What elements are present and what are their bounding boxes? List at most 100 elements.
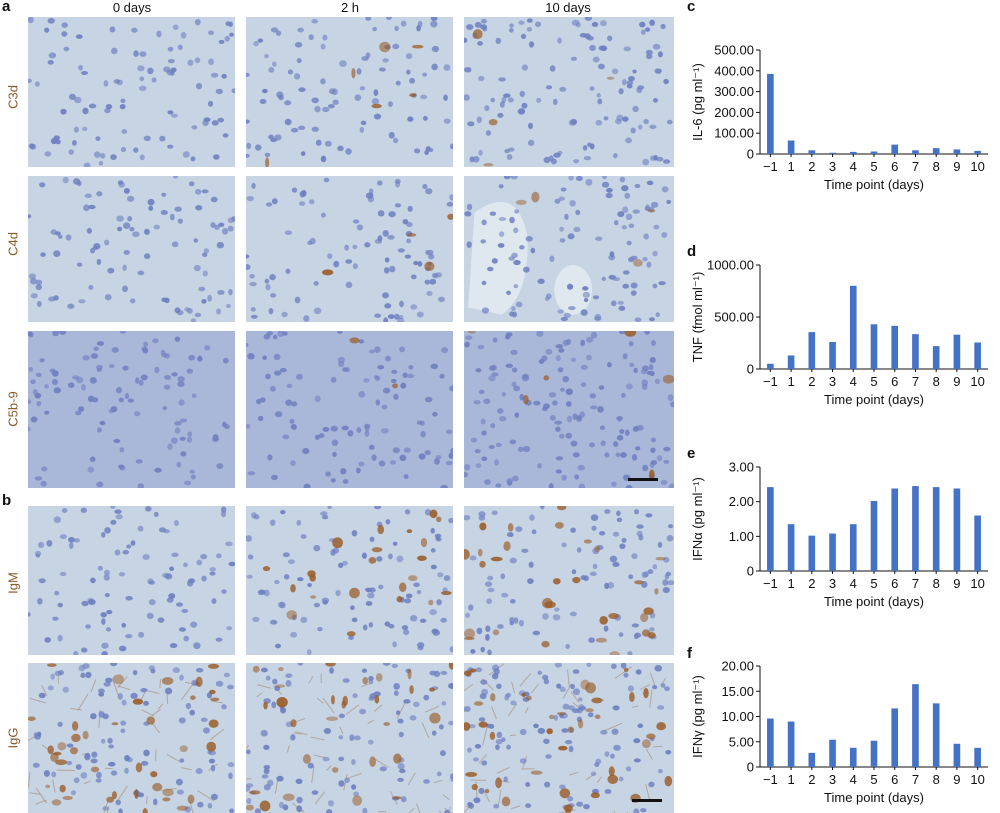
tissue-texture bbox=[464, 331, 674, 488]
x-tick-label: 3 bbox=[829, 772, 836, 787]
x-tick-label: −1 bbox=[763, 159, 778, 174]
y-tick-label: 1.00 bbox=[729, 529, 754, 544]
bar bbox=[953, 488, 961, 571]
x-tick-label: 4 bbox=[850, 576, 857, 591]
micrograph-igm-0-days bbox=[28, 506, 235, 655]
bar bbox=[912, 486, 919, 571]
x-tick-label: 6 bbox=[891, 576, 898, 591]
bar bbox=[974, 342, 981, 369]
micrograph-c3d-10-days bbox=[464, 17, 674, 167]
chart-ifna: 0 1.00 2.00 3.00 −1 1 2 3 4 5 6 7 8 9 10 Time point (da… bbox=[690, 460, 988, 609]
y-tick-label: 15.00 bbox=[721, 684, 754, 699]
panel-label-c: c bbox=[687, 0, 696, 15]
x-tick-label: 4 bbox=[850, 374, 857, 389]
x-tick-label: 5 bbox=[870, 159, 877, 174]
bar bbox=[932, 487, 940, 571]
x-tick-label: 7 bbox=[912, 374, 919, 389]
bar bbox=[974, 515, 981, 571]
y-axis-label: IFNγ (pg ml⁻¹) bbox=[690, 675, 705, 758]
bar bbox=[912, 334, 919, 369]
tissue-texture bbox=[28, 176, 235, 322]
x-tick-label: 9 bbox=[953, 159, 960, 174]
bar bbox=[808, 150, 816, 154]
x-tick-label: 9 bbox=[953, 576, 960, 591]
bar bbox=[974, 150, 981, 154]
x-axis-label: Time point (days) bbox=[824, 790, 924, 805]
bar bbox=[891, 488, 899, 571]
micrograph-c4d-2-h bbox=[246, 176, 453, 322]
x-tick-label: 6 bbox=[891, 772, 898, 787]
bar bbox=[767, 73, 774, 154]
x-tick-label: 3 bbox=[829, 374, 836, 389]
x-tick-label: 8 bbox=[933, 772, 940, 787]
bar bbox=[767, 363, 774, 369]
bar bbox=[829, 341, 836, 369]
tissue-texture bbox=[28, 506, 235, 655]
micrograph-c5b9-10-days bbox=[464, 331, 674, 488]
bar bbox=[953, 149, 961, 154]
bar bbox=[829, 533, 836, 571]
tissue-texture bbox=[28, 663, 235, 813]
x-tick-label: 8 bbox=[933, 576, 940, 591]
bar bbox=[932, 148, 940, 154]
micrograph-c4d-0-days bbox=[28, 176, 235, 322]
x-tick-label: 1 bbox=[787, 772, 794, 787]
x-tick-label: 10 bbox=[970, 374, 984, 389]
x-tick-label: 5 bbox=[870, 374, 877, 389]
x-tick-label: 4 bbox=[850, 159, 857, 174]
y-tick-label: 3.00 bbox=[729, 460, 754, 475]
bar bbox=[787, 524, 795, 571]
bar bbox=[787, 721, 795, 767]
y-tick-label: 0 bbox=[747, 147, 754, 162]
bar bbox=[912, 684, 919, 767]
panel-label-e: e bbox=[687, 445, 696, 462]
column-header-2-h: 2 h bbox=[340, 0, 360, 15]
bar bbox=[912, 150, 919, 154]
bar bbox=[932, 346, 940, 369]
x-tick-label: 10 bbox=[970, 159, 984, 174]
tissue-texture bbox=[28, 17, 235, 167]
chart-tnf: 0 500.00 1000.00 −1 1 2 3 4 5 6 7 8 9 10 Time point (d… bbox=[690, 258, 988, 407]
x-axis-label: Time point (days) bbox=[824, 177, 924, 192]
bar bbox=[891, 144, 899, 154]
x-tick-label: 6 bbox=[891, 159, 898, 174]
x-axis-label: Time point (days) bbox=[824, 392, 924, 407]
x-tick-label: 2 bbox=[808, 576, 815, 591]
y-tick-label: 400.00 bbox=[714, 63, 754, 78]
tissue-texture bbox=[246, 177, 453, 322]
y-tick-label: 10.00 bbox=[721, 709, 754, 724]
x-tick-label: 3 bbox=[829, 159, 836, 174]
x-tick-label: 9 bbox=[953, 772, 960, 787]
bar bbox=[808, 752, 816, 767]
bar bbox=[870, 324, 878, 369]
chart-il6: 0 100.00 200.00 300.00 400.00 500.00 −1 1 2 3 4 5 6 7… bbox=[690, 43, 988, 192]
bar bbox=[829, 739, 836, 767]
scale-bar-b bbox=[632, 799, 662, 802]
micrograph-igg-2-h bbox=[246, 663, 453, 813]
y-axis-label: IFNα (pg ml⁻¹) bbox=[690, 477, 705, 561]
x-tick-label: 8 bbox=[933, 159, 940, 174]
x-tick-label: 10 bbox=[970, 772, 984, 787]
x-tick-label: −1 bbox=[763, 576, 778, 591]
bar bbox=[870, 151, 878, 154]
bar bbox=[808, 332, 816, 369]
y-axis-label: TNF (fmol ml⁻¹) bbox=[690, 272, 705, 363]
x-axis-label: Time point (days) bbox=[824, 594, 924, 609]
scale-bar-a bbox=[628, 478, 658, 481]
x-tick-label: 7 bbox=[912, 772, 919, 787]
micrograph-c5b9-2-h bbox=[246, 331, 453, 488]
bar bbox=[808, 535, 816, 571]
y-tick-label: 200.00 bbox=[714, 105, 754, 120]
tissue-texture bbox=[464, 176, 672, 322]
tissue-texture bbox=[464, 506, 674, 655]
bar bbox=[767, 718, 774, 767]
x-tick-label: 7 bbox=[912, 576, 919, 591]
column-header-0-days: 0 days bbox=[112, 0, 152, 15]
x-tick-label: 1 bbox=[787, 374, 794, 389]
bar bbox=[849, 151, 857, 154]
panel-label-f: f bbox=[687, 645, 692, 662]
x-tick-label: 1 bbox=[787, 159, 794, 174]
bar bbox=[849, 524, 857, 571]
y-tick-label: 100.00 bbox=[714, 126, 754, 141]
panel-label-d: d bbox=[687, 243, 697, 260]
